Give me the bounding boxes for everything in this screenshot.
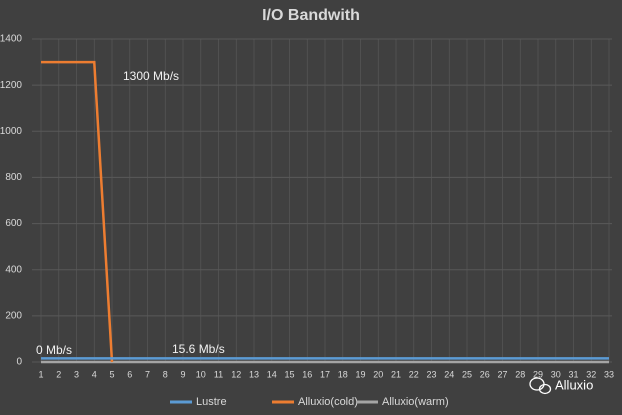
x-tick-label: 27 [497, 369, 507, 379]
x-tick-label: 21 [391, 369, 401, 379]
annotation: 1300 Mb/s [123, 69, 179, 83]
x-tick-label: 17 [320, 369, 330, 379]
x-tick-label: 13 [249, 369, 259, 379]
legend-label: Alluxio(cold) [298, 396, 358, 408]
x-tick-label: 28 [515, 369, 525, 379]
y-tick-label: 600 [5, 218, 22, 229]
y-tick-label: 1200 [0, 80, 22, 91]
x-tick-label: 29 [533, 369, 543, 379]
x-tick-label: 8 [163, 369, 168, 379]
x-tick-label: 12 [231, 369, 241, 379]
x-tick-label: 22 [409, 369, 419, 379]
x-tick-label: 14 [267, 369, 277, 379]
annotation: 0 Mb/s [36, 343, 72, 357]
x-tick-label: 19 [355, 369, 365, 379]
x-tick-label: 10 [196, 369, 206, 379]
x-tick-label: 2 [56, 369, 61, 379]
annotation: 15.6 Mb/s [172, 342, 225, 356]
y-tick-label: 200 [5, 310, 22, 321]
legend-label: Alluxio(warm) [382, 396, 449, 408]
x-tick-label: 31 [568, 369, 578, 379]
x-tick-label: 25 [462, 369, 472, 379]
x-tick-label: 30 [551, 369, 561, 379]
x-tick-label: 5 [109, 369, 114, 379]
x-tick-label: 1 [38, 369, 43, 379]
x-tick-label: 16 [302, 369, 312, 379]
x-tick-label: 6 [127, 369, 132, 379]
x-tick-label: 24 [444, 369, 454, 379]
x-tick-label: 7 [145, 369, 150, 379]
x-tick-label: 11 [214, 369, 223, 379]
x-tick-label: 9 [180, 369, 185, 379]
x-tick-label: 23 [426, 369, 436, 379]
x-tick-label: 20 [373, 369, 383, 379]
series-line [41, 60, 114, 363]
x-tick-label: 26 [480, 369, 490, 379]
y-tick-label: 1000 [0, 126, 22, 137]
x-tick-label: 4 [92, 369, 97, 379]
y-tick-label: 800 [5, 172, 22, 183]
watermark-icon [529, 377, 552, 395]
legend-label: Lustre [196, 396, 227, 408]
y-tick-label: 1400 [0, 34, 22, 45]
x-tick-label: 18 [338, 369, 348, 379]
y-tick-label: 400 [5, 264, 22, 275]
watermark: Alluxio [555, 377, 593, 392]
x-tick-label: 3 [74, 369, 79, 379]
x-tick-label: 15 [284, 369, 294, 379]
chart-title: I/O Bandwith [262, 7, 360, 24]
x-tick-label: 33 [604, 369, 614, 379]
y-tick-label: 0 [16, 357, 22, 368]
x-tick-label: 32 [586, 369, 596, 379]
